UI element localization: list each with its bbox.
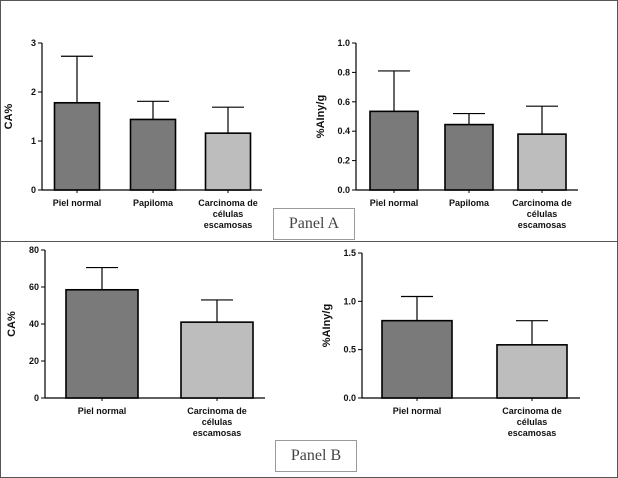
y-tick-label: 1.0	[337, 38, 350, 48]
y-tick-label: 1.5	[343, 248, 356, 258]
category-label: células	[213, 209, 244, 219]
bar	[204, 132, 252, 191]
category-label: Papiloma	[449, 198, 490, 208]
chart-2: 0 20 40 60 80 CA% Piel normal Carcinoma decélul…	[6, 245, 265, 438]
y-tick-label: 20	[29, 356, 39, 366]
category-label: escamosas	[193, 428, 242, 438]
category-label: células	[527, 209, 558, 219]
y-tick-label: 0.0	[343, 393, 356, 403]
category-label: Carcinoma de	[512, 198, 572, 208]
category-label: escamosas	[518, 220, 567, 230]
bar	[496, 344, 568, 399]
chart-3: 0.0 0.5 1.0 1.5 %AIny/g Piel normal Carcinoma …	[321, 248, 580, 438]
chart-1: 0.0 0.2 0.4 0.6 0.8 1.0 %AIny/g Piel normal Papi…	[315, 38, 578, 230]
bar	[381, 319, 453, 399]
bar	[517, 133, 567, 191]
y-axis-label: CA%	[6, 311, 18, 337]
chart-0: 0 1 2 3 CA% Piel normal Papiloma Carcinoma decé…	[3, 38, 262, 230]
category-label: Piel normal	[370, 198, 419, 208]
y-axis-label: %AIny/g	[315, 95, 327, 138]
category-label: escamosas	[204, 220, 253, 230]
bar	[53, 101, 101, 191]
panel-a-label: Panel A	[273, 208, 355, 240]
y-tick-label: 0.0	[337, 185, 350, 195]
y-tick-label: 0.6	[337, 97, 350, 107]
bar	[65, 288, 139, 399]
category-label: Carcinoma de	[198, 198, 258, 208]
category-label: Piel normal	[53, 198, 102, 208]
bar	[369, 110, 419, 191]
bar	[180, 321, 254, 399]
y-tick-label: 0.4	[337, 126, 350, 136]
y-tick-label: 2	[31, 87, 36, 97]
category-label: Piel normal	[78, 406, 127, 416]
panel-b-label: Panel B	[275, 440, 357, 472]
bar	[129, 118, 177, 191]
y-tick-label: 0	[31, 185, 36, 195]
category-label: Papiloma	[133, 198, 174, 208]
y-axis-label: CA%	[3, 103, 15, 129]
y-tick-label: 80	[29, 245, 39, 255]
category-label: células	[202, 417, 233, 427]
y-tick-label: 0.8	[337, 67, 350, 77]
y-axis-label: %AIny/g	[321, 304, 333, 347]
y-tick-label: 1.0	[343, 296, 356, 306]
category-label: células	[517, 417, 548, 427]
y-tick-label: 1	[31, 136, 36, 146]
y-tick-label: 40	[29, 319, 39, 329]
y-tick-label: 3	[31, 38, 36, 48]
bar	[444, 123, 494, 191]
category-label: Carcinoma de	[187, 406, 247, 416]
y-tick-label: 0.2	[337, 156, 350, 166]
y-tick-label: 60	[29, 282, 39, 292]
category-label: Carcinoma de	[502, 406, 562, 416]
y-tick-label: 0.5	[343, 345, 356, 355]
category-label: escamosas	[508, 428, 557, 438]
y-tick-label: 0	[34, 393, 39, 403]
category-label: Piel normal	[393, 406, 442, 416]
